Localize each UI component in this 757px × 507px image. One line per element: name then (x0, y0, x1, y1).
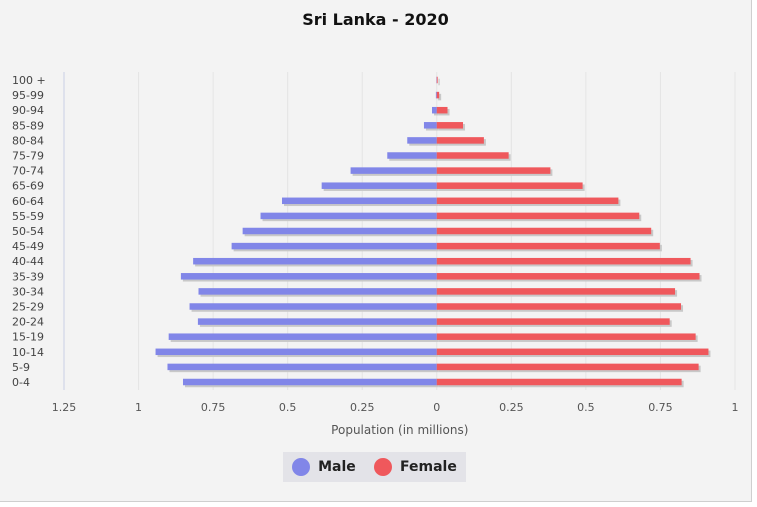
y-tick-label: 40-44 (12, 255, 44, 268)
bar-male (407, 137, 437, 144)
bar-male (168, 333, 437, 340)
bar-male (182, 378, 437, 386)
x-axis-label: Population (in millions) (331, 423, 468, 437)
legend-male-swatch (292, 458, 311, 476)
bar-female (436, 76, 438, 84)
y-tick-label: 80-84 (12, 134, 44, 147)
bar-female (436, 227, 652, 235)
bar-female (436, 363, 699, 371)
bar-female (436, 122, 464, 129)
bar-female (436, 242, 660, 250)
bar-female (436, 152, 509, 159)
bar-male (423, 122, 437, 129)
y-tick-label: 30-34 (12, 285, 44, 298)
y-tick-label: 25-29 (12, 301, 44, 314)
y-tick-label: 15-19 (12, 331, 44, 344)
bar-female (436, 212, 640, 220)
x-tick-label: 0 (433, 401, 440, 414)
bar-female (436, 348, 709, 356)
chart-legend: Male Female (283, 452, 466, 482)
bar-shadow (438, 78, 440, 86)
bar-male (193, 257, 437, 265)
legend-male-label: Male (318, 459, 356, 475)
bar-female (436, 303, 682, 310)
y-tick-label: 100 + (12, 74, 46, 87)
bar-female (436, 318, 670, 325)
bar-female (436, 197, 619, 205)
bar-female (436, 288, 676, 295)
bar-female (436, 106, 448, 114)
y-tick-label: 10-14 (12, 346, 44, 359)
bar-male (180, 273, 437, 280)
legend-female-label: Female (400, 459, 457, 475)
bar-male (387, 152, 437, 159)
bar-male (198, 288, 437, 295)
chart-title: Sri Lanka - 2020 (302, 10, 449, 29)
x-tick-label: 0.5 (279, 401, 297, 414)
x-tick-label: 0.5 (577, 401, 595, 414)
legend-item-male[interactable]: Male (292, 458, 356, 476)
y-tick-label: 65-69 (12, 180, 44, 193)
bar-female (436, 91, 440, 99)
y-tick-label: 35-39 (12, 270, 44, 283)
bar-male (231, 242, 437, 250)
y-tick-label: 90-94 (12, 104, 44, 117)
bar-male (167, 363, 437, 371)
x-tick-label: 0.75 (648, 401, 673, 414)
bar-female (436, 167, 551, 174)
x-tick-label: 1 (732, 401, 739, 414)
bar-male (155, 348, 437, 356)
bar-male (260, 212, 437, 220)
bar-male (321, 182, 437, 189)
bar-male (436, 76, 437, 84)
y-tick-label: 85-89 (12, 119, 44, 132)
bar-female (436, 182, 583, 189)
y-tick-label: 0-4 (12, 376, 30, 389)
bar-female (436, 378, 682, 386)
bar-female (436, 333, 696, 340)
legend-item-female[interactable]: Female (374, 458, 457, 476)
bar-male (432, 106, 437, 114)
x-tick-label: 1.25 (52, 401, 77, 414)
bar-male (242, 227, 437, 235)
y-tick-label: 45-49 (12, 240, 44, 253)
legend-female-swatch (374, 458, 393, 476)
y-tick-label: 20-24 (12, 316, 44, 329)
bar-female (436, 273, 700, 280)
x-tick-label: 0.25 (350, 401, 375, 414)
bar-female (436, 257, 691, 265)
bar-male (282, 197, 437, 205)
y-tick-label: 60-64 (12, 195, 44, 208)
x-tick-label: 0.75 (201, 401, 226, 414)
bar-male (350, 167, 437, 174)
bar-female (436, 137, 484, 144)
x-tick-label: 0.25 (499, 401, 524, 414)
bar-shadow (438, 93, 442, 101)
y-tick-label: 70-74 (12, 165, 44, 178)
y-tick-label: 50-54 (12, 225, 44, 238)
y-tick-label: 5-9 (12, 361, 30, 374)
bar-male (435, 91, 437, 99)
bar-shadow (438, 78, 439, 86)
y-tick-label: 75-79 (12, 150, 44, 163)
bar-male (197, 318, 437, 325)
x-tick-label: 1 (135, 401, 142, 414)
y-tick-label: 55-59 (12, 210, 44, 223)
bar-male (189, 303, 437, 310)
y-tick-label: 95-99 (12, 89, 44, 102)
